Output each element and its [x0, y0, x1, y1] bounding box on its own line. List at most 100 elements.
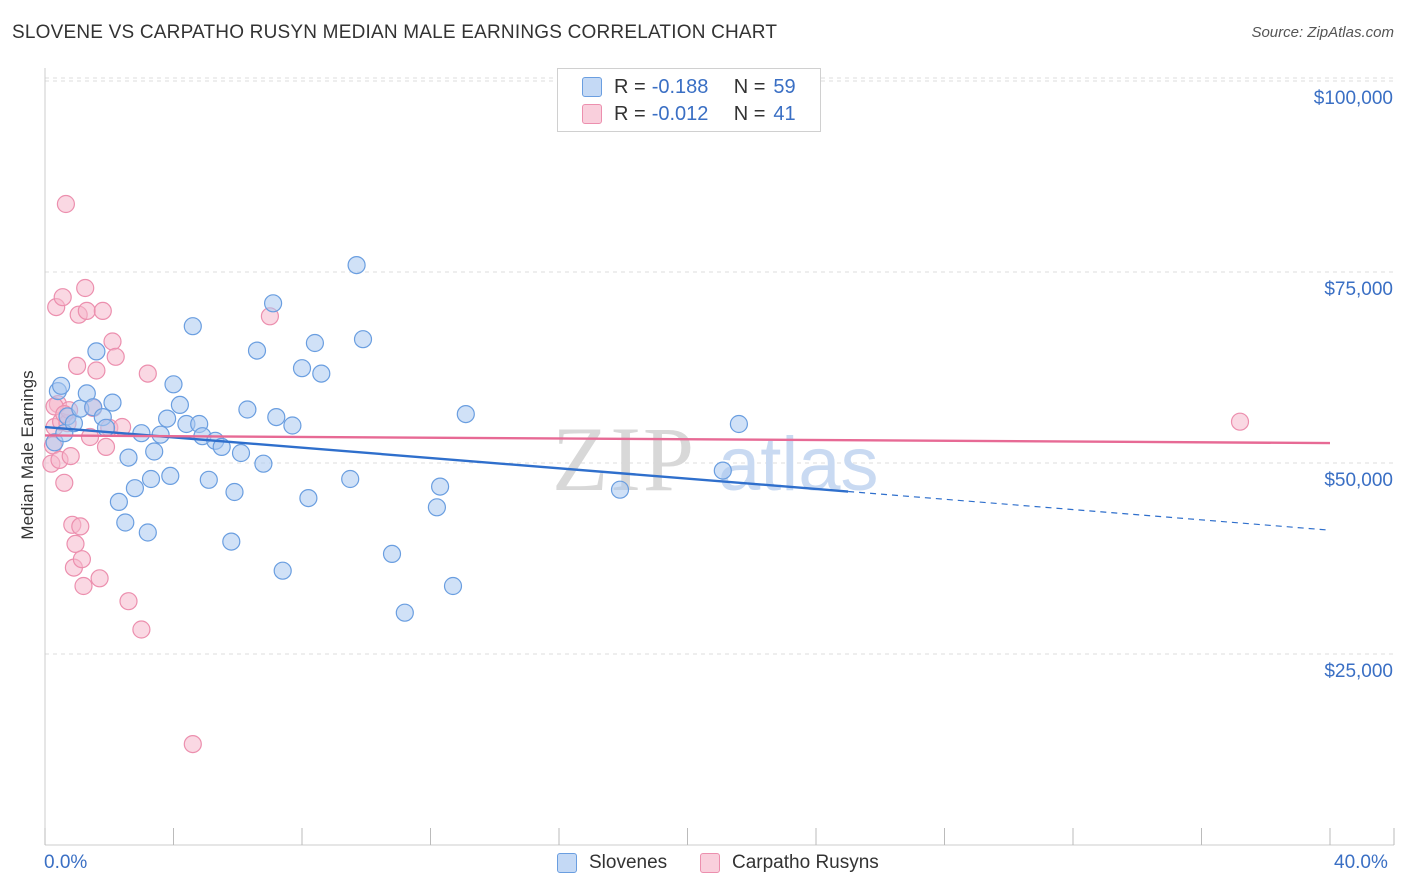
- point-slovenes: [341, 469, 360, 489]
- x-tick-label-max: 40.0%: [1334, 852, 1388, 873]
- point-slovenes: [51, 376, 71, 395]
- legend-label-carpatho-rusyns: Carpatho Rusyns: [732, 852, 879, 873]
- y-tick-label: $50,000: [1324, 470, 1393, 491]
- point-slovenes: [183, 317, 202, 336]
- legend-item-carpatho-rusyns: Carpatho Rusyns: [700, 852, 879, 874]
- point-slovenes: [729, 414, 749, 434]
- point-carpatho-rusyns: [132, 620, 151, 639]
- point-slovenes: [96, 418, 116, 437]
- legend-r-label: R =: [614, 102, 646, 125]
- legend-swatch-blue: [582, 77, 602, 97]
- point-carpatho-rusyns: [71, 517, 90, 536]
- y-tick-label: $25,000: [1324, 661, 1393, 682]
- legend-row-carpatho-rusyns: R = -0.012 N = 41: [582, 101, 796, 127]
- point-carpatho-rusyns: [93, 301, 112, 320]
- chart-title: SLOVENE VS CARPATHO RUSYN MEDIAN MALE EA…: [12, 22, 778, 43]
- point-carpatho-rusyns: [56, 194, 76, 214]
- point-slovenes: [267, 408, 286, 427]
- x-tick-label-min: 0.0%: [44, 852, 88, 873]
- legend-row-slovenes: R = -0.188 N = 59: [582, 74, 796, 100]
- series-legend: Slovenes Carpatho Rusyns: [0, 852, 1406, 878]
- point-carpatho-rusyns: [103, 332, 122, 351]
- point-carpatho-rusyns: [53, 288, 72, 307]
- point-carpatho-rusyns: [76, 278, 95, 298]
- point-carpatho-rusyns: [138, 364, 157, 383]
- point-slovenes: [103, 393, 122, 412]
- point-slovenes: [427, 498, 446, 517]
- legend-swatch-pink: [700, 853, 720, 873]
- point-carpatho-rusyns: [66, 534, 85, 554]
- point-slovenes: [145, 442, 164, 461]
- points-layer: [42, 194, 1250, 754]
- point-slovenes: [273, 561, 292, 580]
- trend-layer: [44, 425, 1331, 531]
- point-slovenes: [292, 359, 312, 378]
- point-slovenes: [353, 330, 373, 349]
- point-carpatho-rusyns: [61, 447, 80, 466]
- point-slovenes: [164, 375, 183, 394]
- point-slovenes: [347, 256, 366, 275]
- axis-layer: [44, 68, 1395, 846]
- point-carpatho-rusyns: [72, 550, 92, 569]
- point-carpatho-rusyns: [1230, 412, 1250, 431]
- point-slovenes: [443, 576, 463, 596]
- point-carpatho-rusyns: [90, 569, 109, 588]
- point-carpatho-rusyns: [183, 734, 202, 754]
- point-slovenes: [222, 532, 241, 551]
- y-tick-label: $75,000: [1324, 279, 1393, 300]
- point-slovenes: [395, 603, 414, 622]
- point-slovenes: [264, 294, 283, 313]
- legend-swatch-pink: [582, 104, 602, 124]
- point-slovenes: [382, 544, 402, 564]
- point-slovenes: [305, 333, 324, 353]
- point-carpatho-rusyns: [96, 437, 116, 456]
- y-tick-label: $100,000: [1314, 88, 1393, 109]
- y-axis-label: Median Male Earnings: [18, 370, 37, 540]
- point-carpatho-rusyns: [74, 576, 93, 596]
- point-slovenes: [312, 364, 331, 383]
- legend-r-value: -0.188: [651, 75, 709, 98]
- legend-n-label: N =: [733, 75, 766, 98]
- legend-r-value: -0.012: [651, 102, 709, 125]
- point-slovenes: [109, 492, 129, 511]
- point-slovenes: [254, 454, 273, 473]
- point-slovenes: [138, 523, 157, 542]
- point-carpatho-rusyns: [77, 301, 96, 320]
- trend-line-slovenes-extension: [848, 490, 1331, 531]
- point-slovenes: [125, 479, 144, 498]
- point-slovenes: [231, 443, 251, 463]
- point-slovenes: [431, 477, 450, 496]
- point-slovenes: [141, 469, 161, 489]
- y-tick-labels: $25,000 $50,000 $75,000 $100,000: [1314, 88, 1393, 682]
- point-slovenes: [119, 448, 138, 467]
- legend-n-value: 41: [773, 102, 796, 125]
- trend-line-slovenes: [44, 425, 849, 493]
- point-slovenes: [116, 513, 135, 532]
- point-slovenes: [238, 400, 257, 419]
- trend-line-carpatho-rusyns: [44, 434, 1331, 445]
- point-carpatho-rusyns: [106, 347, 125, 366]
- point-slovenes: [161, 466, 180, 485]
- point-carpatho-rusyns: [119, 592, 138, 611]
- point-slovenes: [247, 341, 267, 360]
- point-slovenes: [158, 409, 177, 428]
- point-slovenes: [225, 482, 244, 502]
- grid-layer: [45, 77, 1394, 655]
- point-carpatho-rusyns: [87, 361, 106, 380]
- legend-swatch-blue: [557, 853, 577, 873]
- legend-r-label: R =: [614, 75, 646, 98]
- point-slovenes: [610, 480, 630, 499]
- point-slovenes: [283, 416, 302, 435]
- legend-n-label: N =: [733, 102, 766, 125]
- legend-label-slovenes: Slovenes: [589, 852, 668, 873]
- legend-item-slovenes: Slovenes: [557, 852, 667, 874]
- point-slovenes: [713, 461, 732, 480]
- point-carpatho-rusyns: [80, 427, 100, 447]
- point-slovenes: [87, 342, 106, 361]
- point-slovenes: [456, 405, 475, 424]
- point-carpatho-rusyns: [55, 473, 74, 492]
- point-slovenes: [299, 489, 318, 508]
- point-slovenes: [170, 395, 189, 414]
- point-slovenes: [199, 470, 218, 489]
